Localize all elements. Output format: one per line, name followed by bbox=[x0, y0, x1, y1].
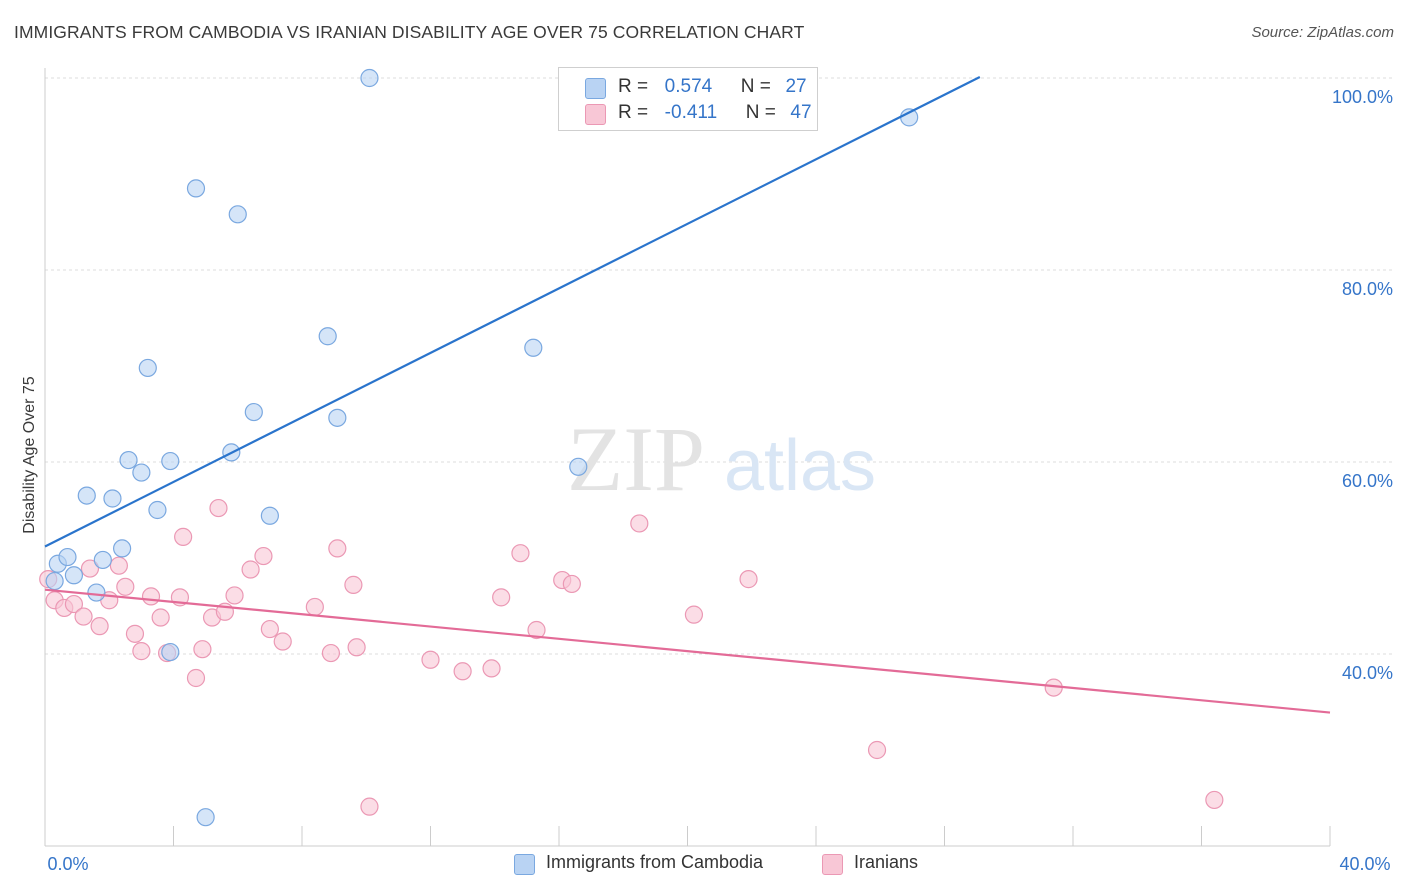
data-point-iranians bbox=[260, 619, 279, 639]
watermark: ZIP atlas bbox=[567, 408, 876, 510]
trend-line-cambodia bbox=[44, 76, 981, 548]
r-value-iranians: -0.411 bbox=[664, 102, 718, 123]
legend-label-iranians: Iranians bbox=[854, 852, 919, 872]
data-point-iranians bbox=[241, 560, 260, 579]
data-point-iranians bbox=[492, 588, 511, 607]
data-point-iranians bbox=[64, 594, 84, 614]
data-point-cambodia bbox=[138, 358, 157, 378]
y-tick-label: 60.0% bbox=[1342, 471, 1393, 491]
data-point-cambodia bbox=[228, 205, 247, 224]
data-point-cambodia bbox=[77, 486, 96, 505]
legend: Immigrants from Cambodia Iranians bbox=[0, 852, 1406, 878]
data-point-cambodia bbox=[87, 583, 106, 602]
data-point-iranians bbox=[630, 514, 649, 533]
data-point-iranians bbox=[90, 617, 109, 636]
trend-line-iranians bbox=[44, 588, 1331, 714]
data-point-cambodia bbox=[45, 571, 64, 591]
data-point-iranians bbox=[360, 797, 379, 816]
data-point-iranians bbox=[125, 624, 145, 643]
source-credit: Source: ZipAtlas.com bbox=[1251, 24, 1394, 41]
y-tick-label: 80.0% bbox=[1342, 279, 1393, 299]
r-label: R = bbox=[618, 76, 649, 97]
data-point-iranians bbox=[132, 642, 151, 661]
data-point-iranians bbox=[174, 527, 193, 546]
data-point-cambodia bbox=[318, 327, 337, 346]
data-point-cambodia bbox=[112, 539, 132, 558]
data-point-iranians bbox=[273, 632, 292, 651]
data-point-iranians bbox=[344, 575, 363, 594]
cambodia-swatch-icon bbox=[585, 78, 606, 99]
data-point-iranians bbox=[254, 546, 273, 566]
data-point-cambodia bbox=[132, 463, 151, 482]
data-point-iranians bbox=[684, 605, 704, 624]
data-point-iranians bbox=[305, 597, 324, 617]
data-point-iranians bbox=[151, 608, 170, 627]
data-point-iranians bbox=[347, 638, 366, 657]
data-point-iranians bbox=[453, 662, 472, 681]
data-point-iranians bbox=[193, 640, 212, 659]
n-label: N = bbox=[740, 76, 771, 97]
x-tick-label: 0.0% bbox=[47, 854, 88, 874]
r-label: R = bbox=[618, 102, 649, 123]
data-point-iranians bbox=[867, 740, 887, 760]
data-point-iranians bbox=[74, 607, 93, 626]
n-value-iranians: 47 bbox=[790, 102, 812, 123]
data-point-cambodia bbox=[64, 566, 84, 585]
trend-lines bbox=[44, 76, 1331, 714]
data-point-cambodia bbox=[93, 550, 112, 570]
data-point-cambodia bbox=[186, 179, 206, 198]
data-point-iranians bbox=[109, 556, 128, 575]
data-point-cambodia bbox=[58, 547, 77, 567]
tick-labels: 40.0% 60.0% 80.0% 100.0% 0.0% 40.0% bbox=[47, 87, 1393, 874]
data-point-iranians bbox=[562, 574, 581, 594]
stats-box: R = 0.574 N = 27 R = -0.411 N = 47 bbox=[558, 67, 818, 131]
data-point-iranians bbox=[141, 587, 161, 606]
data-point-cambodia bbox=[161, 642, 180, 662]
data-point-cambodia bbox=[360, 68, 379, 88]
data-point-iranians bbox=[321, 643, 341, 663]
watermark-atlas: atlas bbox=[724, 426, 876, 506]
data-point-cambodia bbox=[103, 489, 122, 508]
data-point-iranians bbox=[209, 498, 228, 518]
n-value-cambodia: 27 bbox=[785, 76, 807, 97]
data-point-cambodia bbox=[196, 808, 215, 827]
data-point-iranians bbox=[225, 586, 244, 605]
data-point-iranians bbox=[511, 544, 530, 563]
data-point-iranians bbox=[80, 559, 100, 578]
chart-title: IMMIGRANTS FROM CAMBODIA VS IRANIAN DISA… bbox=[14, 22, 805, 42]
y-tick-label: 100.0% bbox=[1332, 87, 1393, 107]
data-point-iranians bbox=[1205, 790, 1224, 810]
n-label: N = bbox=[745, 102, 776, 123]
data-point-iranians bbox=[739, 570, 758, 589]
data-point-iranians bbox=[421, 650, 440, 669]
x-tick-label: 40.0% bbox=[1339, 854, 1390, 874]
axes bbox=[44, 68, 1331, 847]
data-point-cambodia bbox=[260, 506, 279, 525]
data-point-iranians bbox=[186, 668, 206, 688]
data-point-iranians bbox=[482, 659, 501, 678]
legend-label-cambodia: Immigrants from Cambodia bbox=[546, 852, 764, 872]
data-point-cambodia bbox=[161, 451, 180, 471]
data-point-cambodia bbox=[328, 408, 347, 427]
y-tick-label: 40.0% bbox=[1342, 663, 1393, 683]
data-point-iranians bbox=[527, 620, 546, 640]
iranians-swatch-icon bbox=[585, 104, 606, 125]
data-point-cambodia bbox=[119, 450, 138, 470]
data-point-cambodia bbox=[148, 500, 167, 520]
r-value-cambodia: 0.574 bbox=[664, 76, 713, 97]
y-axis-label: Disability Age Over 75 bbox=[21, 376, 38, 534]
data-point-cambodia bbox=[524, 338, 543, 357]
data-point-cambodia bbox=[244, 402, 263, 422]
iranians-legend-swatch-icon bbox=[822, 854, 843, 875]
data-point-cambodia bbox=[569, 457, 588, 476]
data-point-iranians bbox=[116, 577, 135, 596]
data-points bbox=[39, 68, 1224, 827]
data-point-iranians bbox=[328, 539, 347, 558]
cambodia-legend-swatch-icon bbox=[514, 854, 535, 875]
watermark-zip: ZIP bbox=[567, 408, 705, 510]
